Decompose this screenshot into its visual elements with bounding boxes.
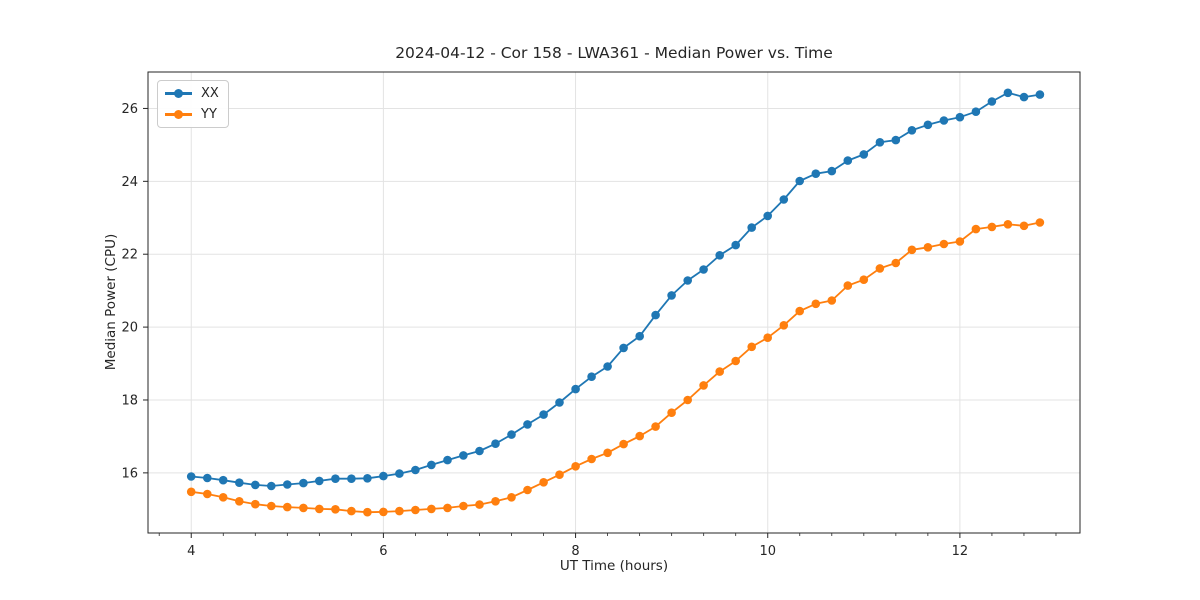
legend: XX YY bbox=[157, 80, 229, 128]
legend-line-sample-xx bbox=[165, 89, 192, 98]
legend-label-xx: XX bbox=[201, 86, 219, 101]
legend-item-xx: XX bbox=[165, 86, 220, 101]
svg-text:8: 8 bbox=[571, 544, 579, 559]
y-axis-label: Median Power (CPU) bbox=[103, 233, 119, 371]
svg-text:24: 24 bbox=[121, 175, 138, 190]
x-axis-label: UT Time (hours) bbox=[559, 558, 669, 574]
svg-text:12: 12 bbox=[952, 544, 969, 559]
legend-line-sample-yy bbox=[165, 110, 192, 119]
svg-text:4: 4 bbox=[187, 544, 195, 559]
svg-text:22: 22 bbox=[121, 248, 138, 263]
chart-title: 2024-04-12 - Cor 158 - LWA361 - Median P… bbox=[395, 44, 833, 62]
svg-text:10: 10 bbox=[759, 544, 776, 559]
svg-text:6: 6 bbox=[379, 544, 387, 559]
legend-label-yy: YY bbox=[201, 107, 217, 122]
svg-text:16: 16 bbox=[121, 466, 138, 481]
svg-text:18: 18 bbox=[121, 393, 138, 408]
svg-text:20: 20 bbox=[121, 321, 138, 336]
svg-text:26: 26 bbox=[121, 102, 138, 117]
legend-item-yy: YY bbox=[165, 107, 220, 122]
